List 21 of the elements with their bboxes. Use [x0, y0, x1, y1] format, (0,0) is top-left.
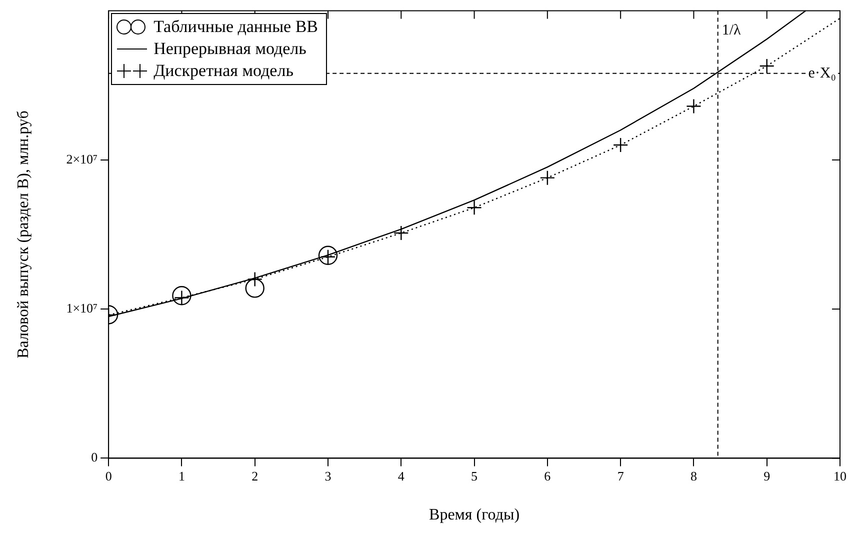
- x-tick-label: 0: [105, 468, 112, 484]
- ref-line-label: 1/λ: [722, 22, 742, 39]
- x-tick-label: 7: [617, 468, 624, 484]
- x-tick-label: 8: [690, 468, 697, 484]
- x-tick-label: 3: [324, 468, 332, 484]
- legend-label: Непрерывная модель: [154, 38, 306, 60]
- legend-label: Дискретная модель: [154, 60, 294, 82]
- x-tick-label: 2: [252, 468, 258, 484]
- ref-line-label: e·X₀: [808, 65, 836, 82]
- x-tick-label: 1: [178, 468, 185, 484]
- x-tick-label: 6: [544, 468, 552, 484]
- y-tick-label: 0: [91, 450, 98, 465]
- y-axis-title: Валовой выпуск (раздел В), млн.руб: [14, 110, 32, 358]
- x-tick-label: 10: [834, 468, 846, 484]
- x-tick-label: 4: [398, 468, 405, 484]
- x-axis-title: Время (годы): [429, 506, 520, 524]
- y-tick-label: 2×10⁷: [66, 151, 98, 166]
- x-tick-label: 9: [764, 468, 770, 484]
- x-tick-label: 5: [471, 468, 478, 484]
- legend-label: Табличные данные ВВ: [154, 16, 318, 38]
- y-tick-label: 1×10⁷: [66, 300, 98, 316]
